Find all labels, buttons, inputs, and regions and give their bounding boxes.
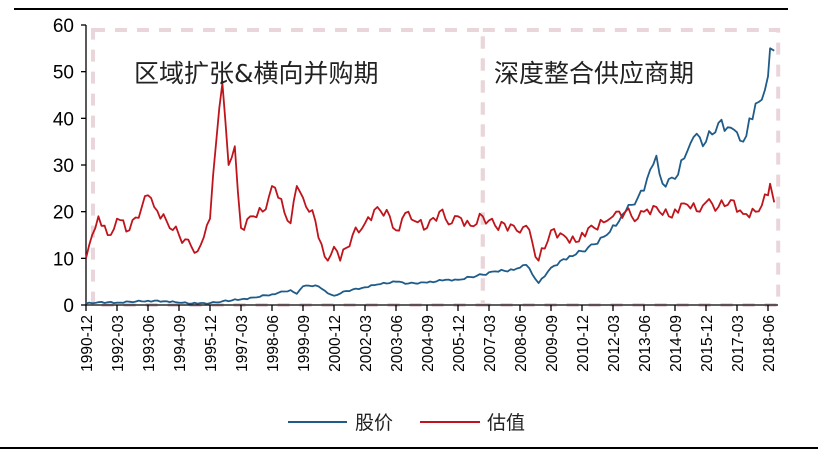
series-lines xyxy=(85,47,776,305)
y-tick-label: 40 xyxy=(53,109,74,130)
x-tick-label: 2018-06 xyxy=(761,315,778,372)
y-tick-label: 30 xyxy=(53,156,74,177)
y-tick-label: 10 xyxy=(53,249,74,270)
x-tick-label: 2012-03 xyxy=(606,315,623,372)
y-tick-label: 50 xyxy=(53,63,74,84)
x-tick-label: 2007-03 xyxy=(482,315,499,372)
y-tick-label: 0 xyxy=(63,296,74,317)
x-tick-label: 2010-12 xyxy=(575,315,592,372)
y-tick-label: 60 xyxy=(53,16,74,37)
stock-price-line xyxy=(85,47,775,305)
x-tick-label: 2008-06 xyxy=(513,315,530,372)
top-rule xyxy=(14,8,788,10)
x-tick-label: 1999-09 xyxy=(296,315,313,372)
bottom-rule xyxy=(0,447,818,449)
x-tick-label: 1998-06 xyxy=(265,315,282,372)
x-tick-label: 1993-06 xyxy=(141,315,158,372)
x-tick-label: 1990-12 xyxy=(79,315,96,372)
x-tick-label: 1995-12 xyxy=(203,315,220,372)
x-tick-label: 1992-03 xyxy=(110,315,127,372)
x-tick-label: 2015-12 xyxy=(699,315,716,372)
phase-label-integration: 深度整合供应商期 xyxy=(494,59,694,88)
legend-label-valuation: 估值 xyxy=(487,412,525,434)
x-tick-label: 2000-12 xyxy=(327,315,344,372)
axes: 0 10 20 30 40 50 60 1990-12 1992-03 1993-06 1994-0… xyxy=(53,16,778,372)
x-tick-label: 2005-12 xyxy=(451,315,468,372)
y-tick-label: 20 xyxy=(53,203,74,224)
x-tick-label: 2003-06 xyxy=(389,315,406,372)
x-tick-label: 2017-03 xyxy=(730,315,747,372)
phase-label-expansion: 区域扩张&横向并购期 xyxy=(134,59,379,88)
x-tick-label: 2014-09 xyxy=(668,315,685,372)
x-tick-label: 1994-09 xyxy=(172,315,189,372)
legend-label-stock: 股价 xyxy=(355,412,393,434)
legend: 股价 估值 xyxy=(288,412,525,434)
x-tick-label: 2009-09 xyxy=(544,315,561,372)
valuation-line xyxy=(85,82,776,262)
x-tick-label: 1997-03 xyxy=(234,315,251,372)
x-tick-label: 2004-09 xyxy=(420,315,437,372)
x-tick-label: 2002-03 xyxy=(358,315,375,372)
x-tick-label: 2013-06 xyxy=(637,315,654,372)
